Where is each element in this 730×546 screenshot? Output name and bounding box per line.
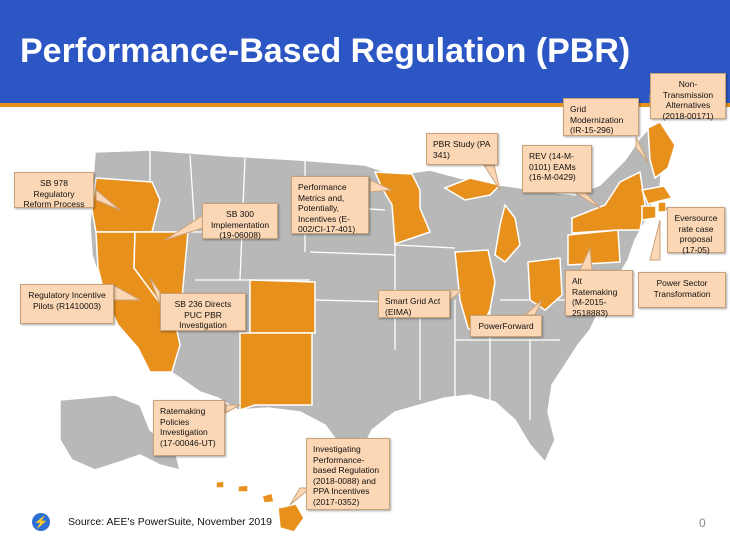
pointer-mi xyxy=(483,164,501,191)
state-oregon xyxy=(91,177,161,233)
pointer-ri-power xyxy=(649,219,661,261)
pointer-mn xyxy=(369,179,394,193)
state-hawaii-big xyxy=(277,503,305,533)
callout-ny-rev: REV (14-M-0101) EAMs (16-M-0429) xyxy=(522,145,592,193)
state-massachusetts xyxy=(640,185,674,205)
state-connecticut xyxy=(641,205,657,221)
state-alaska xyxy=(59,394,182,472)
header-bar xyxy=(0,0,730,103)
callout-ri-power: Power Sector Transformation xyxy=(638,272,726,308)
callout-ma-grid: Grid Modernization (IR-15-296) xyxy=(563,98,639,136)
callout-ca-sb978: SB 978 Regulatory Reform Process xyxy=(14,172,94,209)
state-pennsylvania xyxy=(567,229,621,266)
state-colorado xyxy=(249,279,316,334)
callout-mi-pbr: PBR Study (PA 341) xyxy=(426,133,498,165)
callout-me-ntas: Non-Transmission Alternatives (2018-0017… xyxy=(650,73,726,121)
state-maine xyxy=(647,121,676,180)
callout-nv-sb236: SB 236 Directs PUC PBR Investigation xyxy=(160,293,246,331)
pointer-nm xyxy=(224,404,241,414)
pointer-ma xyxy=(635,136,649,163)
state-hawaii-maui xyxy=(261,492,275,504)
slide-title: Performance-Based Regulation (PBR) xyxy=(20,32,631,70)
callout-oh-powerforward: PowerForward xyxy=(470,315,542,337)
state-michigan-lower xyxy=(494,203,521,263)
state-michigan-upper xyxy=(443,177,502,201)
state-new-mexico xyxy=(239,332,313,412)
callout-nv-sb300: SB 300 Implementation (19-06008) xyxy=(202,203,278,240)
state-hawaii-oahu xyxy=(237,484,249,493)
header-accent-stripe xyxy=(0,103,730,107)
state-hawaii-kauai xyxy=(215,480,225,489)
callout-ri-eversource: Eversource rate case proposal (17-05) xyxy=(667,207,725,255)
callout-hi-pbr: Investigating Performance-based Regulati… xyxy=(306,438,390,510)
state-ohio xyxy=(527,257,563,311)
pointer-ca-sb978 xyxy=(95,188,121,211)
callout-il-sga: Smart Grid Act (EIMA) xyxy=(378,290,450,318)
state-rhode-island xyxy=(657,201,667,213)
callout-ca-pilots: Regulatory Incentive Pilots (R1410003) xyxy=(20,284,114,324)
callout-pa-alt: Alt Ratemaking (M-2015-2518883) xyxy=(565,270,633,318)
lightning-bolt-icon: ⚡ xyxy=(32,513,50,531)
pointer-hi xyxy=(289,487,312,506)
page-number: 0 xyxy=(699,516,706,530)
callout-mn-metrics: Performance Metrics and, Potentially, In… xyxy=(291,176,369,234)
source-note: Source: AEE's PowerSuite, November 2019 xyxy=(68,516,272,528)
callout-nm-ratemaking: Ratemaking Policies Investigation (17-00… xyxy=(153,400,225,456)
state-new-york xyxy=(571,170,646,234)
